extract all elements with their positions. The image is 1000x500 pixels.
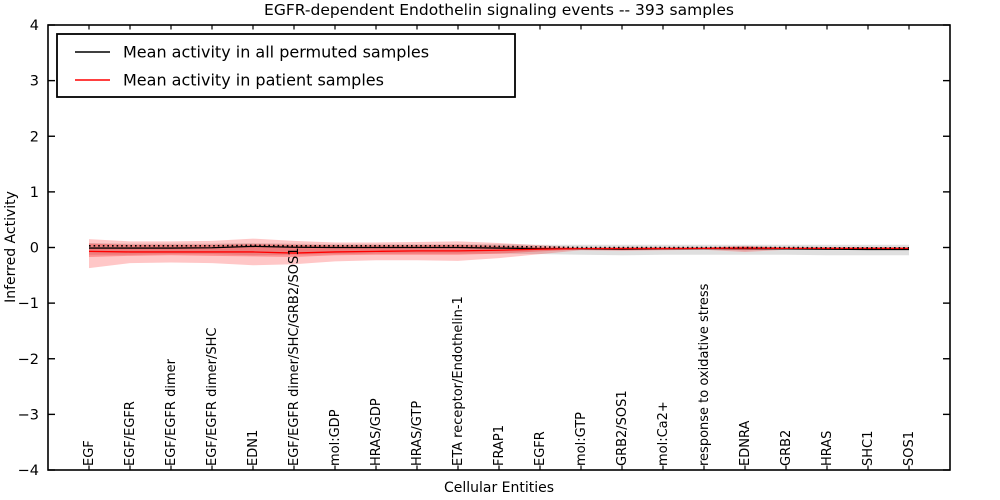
shaded-bands bbox=[89, 238, 909, 269]
legend-label-patient: Mean activity in patient samples bbox=[123, 71, 384, 90]
x-category-label: ETA receptor/Endothelin-1 bbox=[451, 296, 466, 466]
y-tick-label: 4 bbox=[30, 18, 39, 34]
x-ticks bbox=[88, 25, 910, 470]
y-tick-label: −2 bbox=[18, 352, 39, 368]
x-category-label: GRB2/SOS1 bbox=[615, 390, 630, 466]
y-tick-label: −4 bbox=[18, 463, 39, 479]
y-ticks: −4 −3 −2 −1 0 1 2 3 4 bbox=[18, 18, 950, 479]
y-tick-label: −3 bbox=[18, 407, 39, 423]
x-category-labels: EGF EGF/EGFR EGF/EGFR dimer EGF/EGFR dimer/… bbox=[82, 248, 917, 467]
x-axis-label: Cellular Entities bbox=[444, 480, 554, 496]
x-category-label: EDN1 bbox=[246, 430, 261, 466]
y-tick-label: −1 bbox=[18, 296, 39, 312]
x-category-label: EGFR bbox=[533, 431, 548, 466]
y-tick-label: 3 bbox=[30, 74, 39, 90]
x-category-label: mol:Ca2+ bbox=[656, 401, 671, 466]
x-category-label: HRAS/GTP bbox=[410, 401, 425, 466]
legend-box bbox=[56, 33, 516, 98]
x-category-label: response to oxidative stress bbox=[697, 283, 712, 466]
y-tick-label: 0 bbox=[30, 241, 39, 257]
x-category-label: EGF bbox=[82, 440, 97, 466]
x-category-label: HRAS/GDP bbox=[369, 398, 384, 466]
series-lines bbox=[88, 244, 909, 254]
x-category-label: FRAP1 bbox=[492, 425, 507, 466]
x-category-label: EGF/EGFR dimer/SHC bbox=[205, 328, 220, 466]
legend: Mean activity in all permuted samples Me… bbox=[56, 33, 516, 98]
x-category-label: SHC1 bbox=[861, 431, 876, 466]
band-polygon bbox=[89, 238, 909, 269]
series-line bbox=[88, 247, 909, 254]
x-category-label: GRB2 bbox=[779, 430, 794, 466]
legend-label-permuted: Mean activity in all permuted samples bbox=[123, 43, 429, 62]
y-axis-label: Inferred Activity bbox=[3, 191, 19, 303]
x-category-label: mol:GDP bbox=[328, 409, 343, 466]
y-tick-label: 1 bbox=[30, 185, 39, 201]
x-category-label: EGF/EGFR dimer bbox=[164, 358, 179, 466]
chart-title: EGFR-dependent Endothelin signaling even… bbox=[264, 1, 734, 19]
x-category-label: EGF/EGFR dimer/SHC/GRB2/SOS1 bbox=[287, 248, 302, 467]
x-category-label: HRAS bbox=[820, 431, 835, 466]
x-category-label: SOS1 bbox=[902, 431, 917, 466]
band-polygon bbox=[89, 243, 909, 256]
series-line bbox=[89, 244, 909, 249]
x-category-label: mol:GTP bbox=[574, 412, 589, 466]
x-category-label: EGF/EGFR bbox=[123, 401, 138, 466]
y-tick-label: 2 bbox=[30, 129, 39, 145]
x-category-label: EDNRA bbox=[738, 421, 753, 466]
